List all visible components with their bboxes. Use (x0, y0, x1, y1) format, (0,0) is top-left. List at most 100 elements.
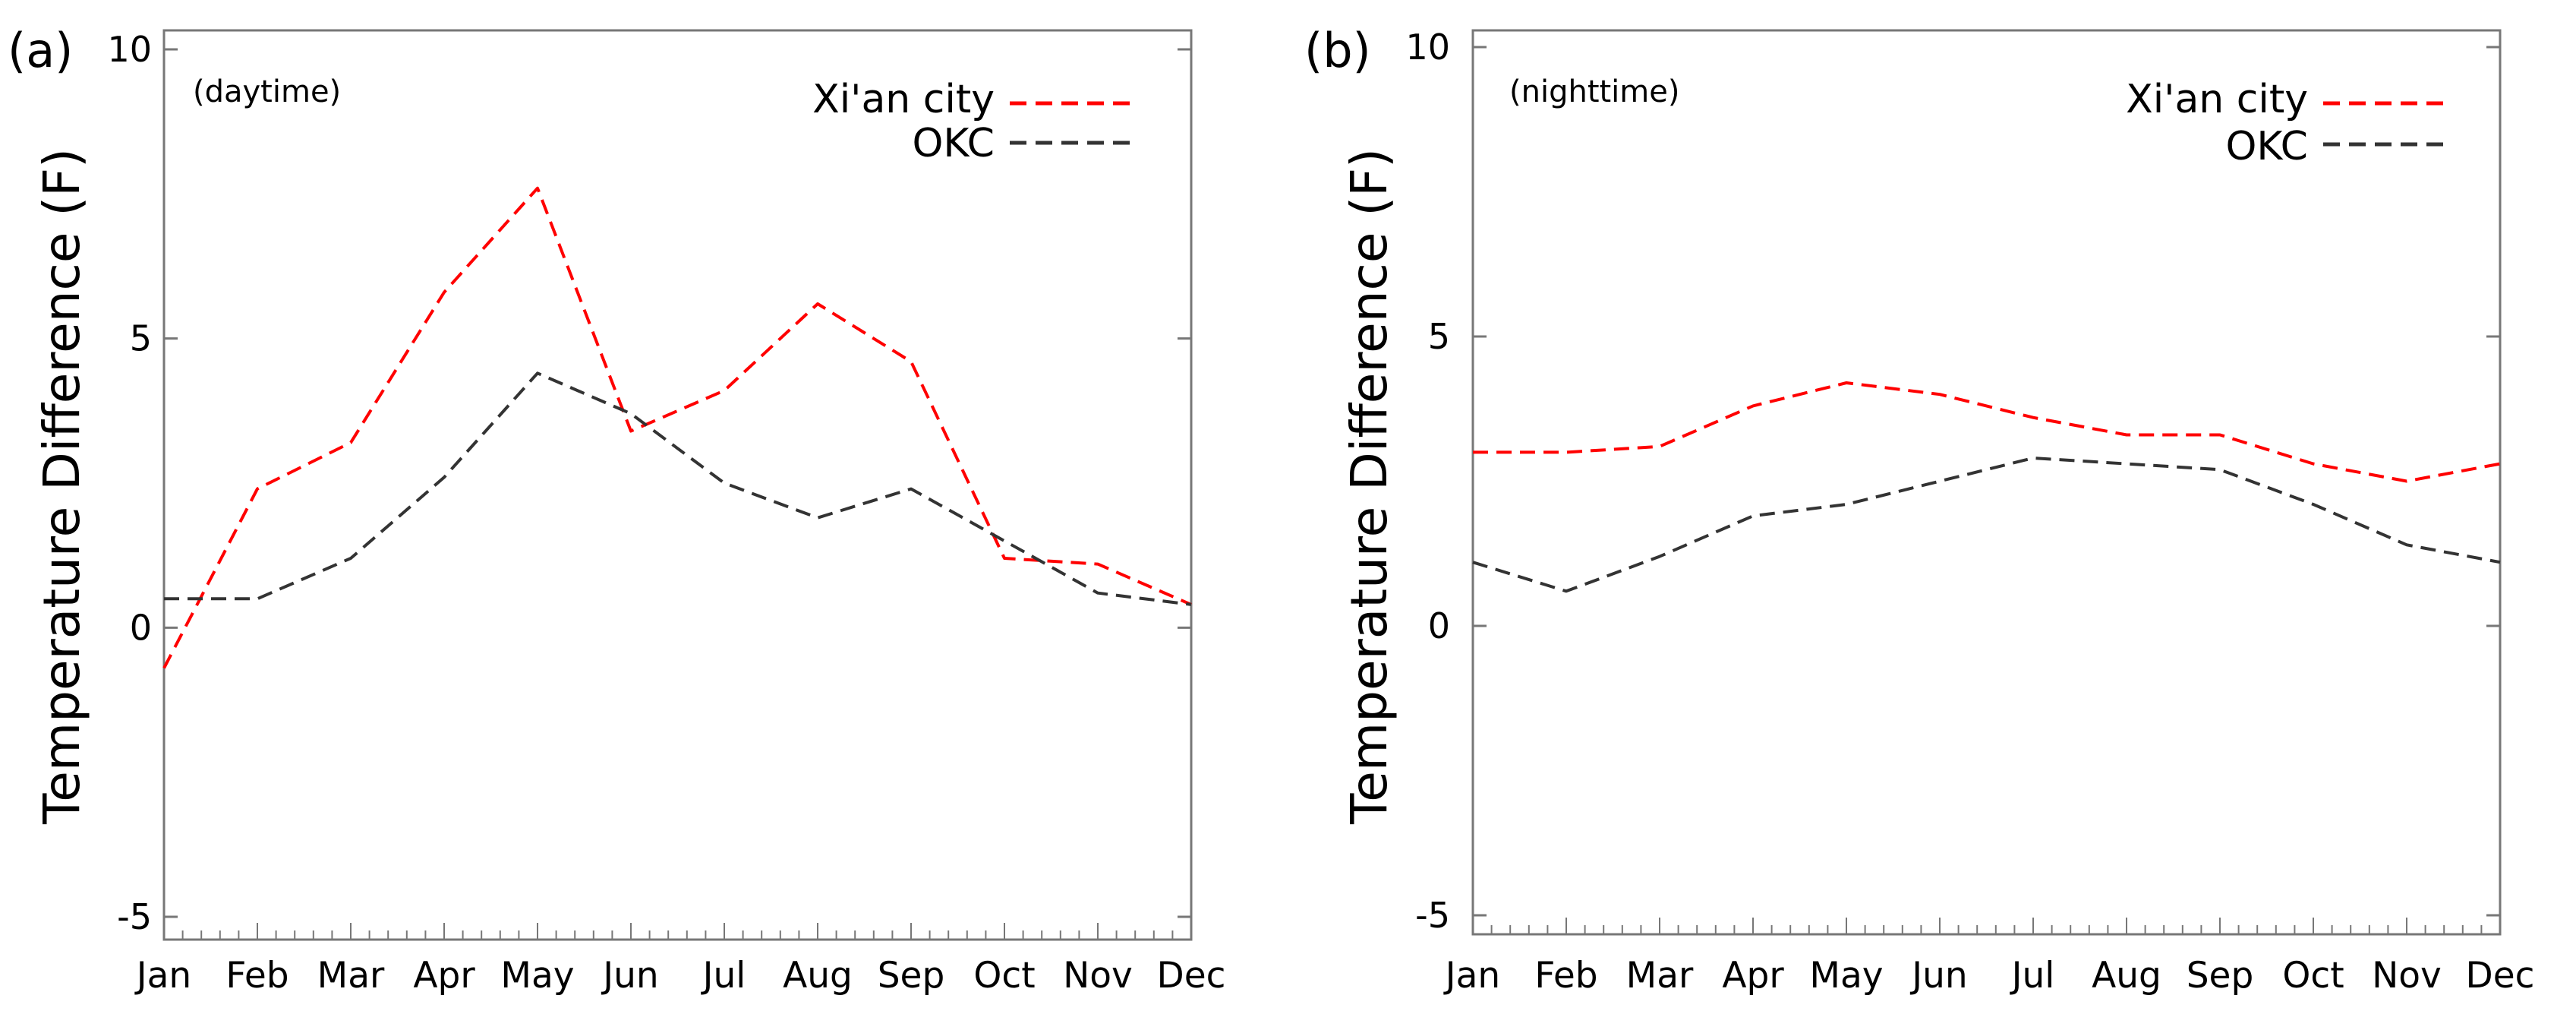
panel-a-series-line-xian (162, 186, 1192, 669)
panel-b-month-label: Nov (2372, 955, 2442, 997)
panel-b-data-point-okc (2498, 560, 2502, 564)
panel-b-plot-frame (1471, 29, 2502, 936)
panel-a-ytick-label: 5 (130, 318, 152, 359)
panel-a-data-point-okc (1189, 602, 1193, 607)
panel-a-ytick-label: 0 (130, 607, 152, 648)
panel-a-data-point-okc (815, 516, 820, 520)
panel-a-series-line-okc (164, 371, 1192, 606)
panel-a-data-point-xian (442, 290, 446, 295)
panel-b-data-point-okc (2311, 502, 2316, 507)
panel-b-month-label: Jun (1909, 955, 1967, 997)
panel-a-month-label: Aug (783, 955, 853, 997)
panel-a-ytick-label: -5 (117, 896, 152, 937)
panel-a-data-point-xian (629, 428, 633, 433)
panel-b-data-point-xian (2124, 433, 2129, 438)
panel-b-label: (b) (1304, 23, 1371, 78)
panel-a-plot-frame (162, 29, 1193, 941)
panel-a-month-label: Jul (701, 955, 746, 997)
panel-a-month-label: May (500, 955, 574, 997)
panel-b-data-point-okc (2218, 467, 2222, 472)
panel-a-data-point-okc (348, 556, 353, 561)
panel-a-data-point-okc (535, 371, 540, 375)
panel-b-data-point-xian (1657, 444, 1662, 449)
panel-a-month-label: Apr (413, 955, 475, 997)
panel-a-legend-label-okc: OKC (913, 121, 995, 166)
panel-a-label: (a) (8, 23, 73, 78)
panel-b-data-point-xian (2311, 462, 2316, 466)
panel-b-ytick-label: -5 (1415, 895, 1450, 936)
panel-b-month-label: Jan (1443, 955, 1500, 997)
panel-a-month-label: Feb (225, 955, 288, 997)
panel-b-data-point-xian (1938, 392, 1942, 397)
panel-a-data-point-okc (442, 475, 446, 479)
panel-a-legend: Xi'an city OKC (812, 77, 1130, 166)
panel-b-legend-label-xian: Xi'an city (2126, 77, 2308, 122)
panel-a-data-point-xian (909, 359, 913, 364)
panel-b-data-point-okc (2404, 542, 2409, 547)
panel-a-data-point-okc (629, 412, 633, 416)
panel-b-data-point-okc (2124, 462, 2129, 466)
panel-b-legend-label-okc: OKC (2226, 124, 2309, 169)
panel-a-data-point-okc (1096, 591, 1100, 596)
panel-b-data-point-okc (2031, 456, 2035, 460)
panel-a-data-point-xian (255, 487, 260, 491)
panel-a-month-label: Jan (134, 955, 191, 997)
panel-a-data-point-xian (348, 441, 353, 445)
panel-a-month-label: Dec (1157, 955, 1226, 997)
panel-b-data-point-okc (1751, 513, 1755, 518)
panel-b-data-point-okc (1938, 479, 1942, 484)
panel-a-month-label: Oct (973, 955, 1035, 997)
panel-b-data-point-xian (2218, 433, 2222, 438)
panel-b-legend: Xi'an city OKC (2126, 77, 2445, 169)
panel-a-inset-label: (daytime) (193, 74, 341, 109)
panel-b-data-point-okc (1657, 554, 1662, 559)
panel-b-month-label: Dec (2466, 955, 2535, 997)
panel-b-data-point-xian (1844, 381, 1849, 385)
panel-b-data-point-xian (1471, 450, 1475, 454)
panel-b-data-point-xian (1751, 403, 1755, 408)
panel-b-series (1471, 381, 2502, 593)
panel-a-month-label: Nov (1063, 955, 1133, 997)
panel-b-month-label: Oct (2282, 955, 2344, 997)
panel-a-data-point-xian (535, 186, 540, 191)
panel-b: 10 5 0 -5 Jan Feb Mar Apr May Jun Jul Aug Sep Oct Nov D… (1304, 23, 2534, 997)
panel-b-ytick-label: 10 (1405, 27, 1450, 68)
panel-a-ytick-label: 10 (107, 29, 152, 70)
panel-a: 10 5 0 -5 Jan Feb Mar Apr May Jun Jul Aug Sep Oct Nov D… (8, 23, 1225, 997)
panel-b-data-point-xian (1564, 450, 1569, 454)
panel-a-data-point-xian (162, 666, 166, 671)
panel-a-month-label: Jun (601, 955, 658, 997)
panel-b-data-point-xian (2031, 415, 2035, 420)
panel-a-legend-label-xian: Xi'an city (812, 77, 995, 122)
panel-b-month-label: May (1809, 955, 1883, 997)
panel-b-data-point-xian (2498, 462, 2502, 466)
panel-a-data-point-xian (1096, 562, 1100, 567)
panel-b-month-label: Sep (2187, 955, 2254, 997)
panel-b-ytick-label: 0 (1428, 605, 1450, 646)
panel-a-series (162, 186, 1193, 671)
panel-b-month-label: Mar (1626, 955, 1694, 997)
panel-a-data-point-okc (1002, 539, 1007, 543)
panel-a-data-point-okc (722, 481, 727, 485)
panel-a-ticks: 10 5 0 -5 Jan Feb Mar Apr May Jun Jul Aug Sep Oct Nov D… (107, 29, 1225, 997)
panel-b-month-label: Jul (2010, 955, 2055, 997)
panel-a-y-axis-label: Temperature Difference (F) (33, 148, 91, 825)
panel-b-series-line-okc (1472, 457, 2501, 593)
panel-b-data-point-okc (1844, 502, 1849, 507)
panel-b-data-point-okc (1564, 589, 1569, 593)
panel-a-month-label: Sep (878, 955, 945, 997)
panel-b-month-label: Feb (1534, 955, 1597, 997)
panel-a-data-point-xian (722, 388, 727, 393)
panel-a-data-point-okc (255, 596, 260, 601)
panel-b-month-label: Aug (2092, 955, 2161, 997)
panel-b-ticks: 10 5 0 -5 Jan Feb Mar Apr May Jun Jul Aug Sep Oct Nov D… (1405, 27, 2534, 997)
panel-b-series-line-xian (1473, 381, 2501, 483)
panel-a-month-label: Mar (317, 955, 385, 997)
panel-a-data-point-okc (909, 487, 913, 491)
panel-b-inset-label: (nighttime) (1509, 74, 1679, 109)
panel-b-data-point-xian (2404, 479, 2409, 484)
panel-b-y-axis-label: Temperature Difference (F) (1340, 148, 1398, 825)
panel-a-data-point-xian (815, 302, 820, 306)
panel-b-data-point-okc (1471, 560, 1475, 564)
